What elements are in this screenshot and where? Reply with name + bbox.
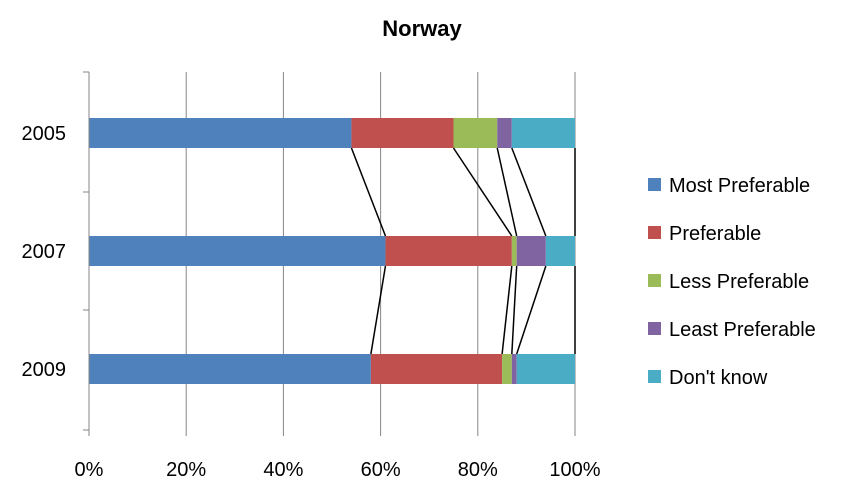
series-line bbox=[511, 265, 518, 355]
x-tick-label: 80% bbox=[458, 459, 498, 481]
series-line bbox=[496, 147, 518, 237]
bar-segment bbox=[89, 118, 352, 148]
bar-segment bbox=[89, 354, 371, 384]
series-line bbox=[511, 147, 547, 237]
series-line bbox=[350, 147, 387, 237]
legend-label: Don't know bbox=[669, 367, 768, 389]
y-tick-label: 2009 bbox=[22, 359, 67, 381]
x-tick-label: 60% bbox=[361, 459, 401, 481]
bar-segment bbox=[502, 354, 512, 384]
legend-label: Less Preferable bbox=[669, 271, 809, 293]
bar-segment bbox=[511, 354, 517, 384]
legend: Most Preferable Preferable Less Preferable… bbox=[648, 175, 816, 389]
series-line bbox=[452, 147, 513, 237]
series-line bbox=[501, 265, 513, 355]
bar-segment bbox=[89, 236, 386, 266]
bar-segment bbox=[351, 118, 454, 148]
y-tick-label: 2007 bbox=[22, 241, 67, 263]
bar-segment bbox=[370, 354, 503, 384]
bar-segment bbox=[516, 354, 575, 384]
series-line bbox=[370, 265, 387, 355]
x-tick-label: 100% bbox=[549, 459, 600, 481]
x-tick-label: 20% bbox=[166, 459, 206, 481]
legend-swatch bbox=[648, 274, 661, 287]
bars bbox=[89, 118, 575, 384]
y-axis: 2005 2007 2009 bbox=[22, 71, 90, 431]
legend-label: Most Preferable bbox=[669, 175, 810, 197]
bar-segment bbox=[545, 236, 575, 266]
bar-segment bbox=[511, 236, 517, 266]
x-tick-label: 0% bbox=[75, 459, 104, 481]
bar-segment bbox=[453, 118, 498, 148]
chart-title: Norway bbox=[382, 16, 462, 41]
legend-label: Least Preferable bbox=[669, 319, 816, 341]
bar-segment bbox=[516, 236, 546, 266]
series-line bbox=[515, 265, 547, 355]
legend-swatch bbox=[648, 370, 661, 383]
bar-segment bbox=[511, 118, 575, 148]
legend-swatch bbox=[648, 178, 661, 191]
x-axis: 0% 20% 40% 60% 80% 100% bbox=[75, 430, 601, 481]
legend-swatch bbox=[648, 226, 661, 239]
legend-swatch bbox=[648, 322, 661, 335]
x-tick-label: 40% bbox=[263, 459, 303, 481]
series-lines bbox=[350, 147, 576, 355]
legend-label: Preferable bbox=[669, 223, 761, 245]
y-tick-label: 2005 bbox=[22, 123, 67, 145]
bar-segment bbox=[497, 118, 512, 148]
bar-segment bbox=[385, 236, 512, 266]
